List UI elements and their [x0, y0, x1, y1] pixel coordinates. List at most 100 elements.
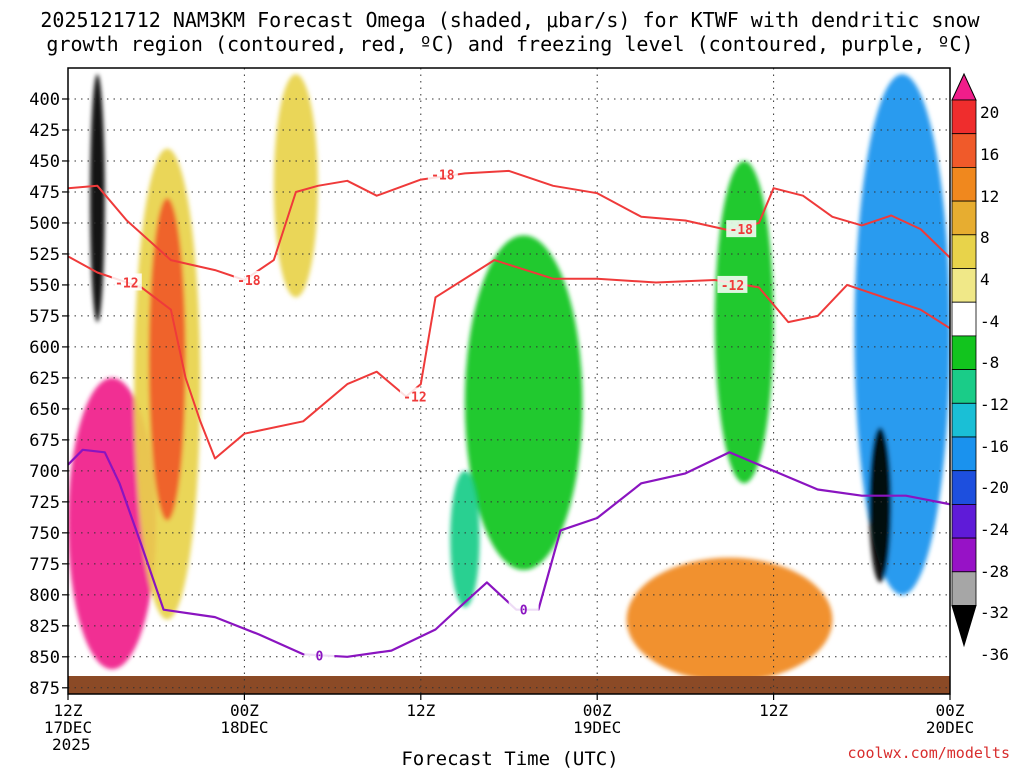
colorbar-band-12	[951, 470, 977, 505]
x-axis-title: Forecast Time (UTC)	[401, 748, 618, 768]
freezing-label-b-bg	[508, 600, 539, 618]
x-tick-label-36-line1: 00Z	[583, 701, 612, 720]
omega-region-rising-19dec-green	[714, 160, 774, 484]
colorbar-label-12: -32	[980, 603, 1009, 622]
colorbar-band-10	[951, 402, 977, 438]
colorbar-band-5	[951, 234, 977, 269]
colorbar-label-9: -20	[980, 478, 1009, 497]
x-tick-label-36-line2: 19DEC	[573, 718, 621, 737]
grid-lines	[67, 68, 951, 694]
colorbar-band-9	[951, 369, 977, 404]
colorbar-label-8: -16	[980, 437, 1009, 456]
y-tick-label-450: 450	[29, 152, 60, 172]
omega-region-sinking-17dec-orange	[148, 198, 186, 521]
x-tick-label-48-line1: 12Z	[759, 701, 788, 720]
colorbar-label-13: -36	[980, 645, 1009, 664]
colorbar-band-1	[951, 99, 977, 135]
x-tick-label-60-line1: 00Z	[936, 701, 965, 720]
y-tick-label-800: 800	[29, 586, 60, 606]
y-tick-label-425: 425	[29, 121, 60, 141]
colorbar-label-10: -24	[980, 520, 1009, 539]
colorbar-label-7: -12	[980, 395, 1009, 414]
dgz-label-minus18-b: -18	[730, 223, 754, 238]
y-tick-label-850: 850	[29, 648, 60, 668]
colorbar-band-7	[951, 301, 977, 337]
y-tick-label-775: 775	[29, 555, 60, 575]
colorbar-band-6	[951, 268, 977, 303]
y-tick-label-875: 875	[29, 679, 60, 699]
y-tick-label-825: 825	[29, 617, 60, 637]
y-tick-label-600: 600	[29, 338, 60, 358]
x-tick-label-12-line2: 18DEC	[220, 718, 268, 737]
credit-text: coolwx.com/modelts	[847, 744, 1010, 762]
omega-region-rising-early-core	[90, 74, 105, 323]
y-tick-label-550: 550	[29, 276, 60, 296]
colorbar-top-arrow	[951, 72, 977, 101]
dgz-label-minus18-b-bg	[726, 220, 757, 238]
y-tick-label-650: 650	[29, 400, 60, 420]
x-tick-label-60-line2: 20DEC	[926, 718, 974, 737]
y-tick-label-675: 675	[29, 431, 60, 451]
colorbar-band-3	[951, 166, 977, 202]
dgz-label-minus18-a: -18	[431, 169, 455, 184]
dgz-label-minus12-a: -12	[115, 276, 138, 291]
omega-region-rising-late-core	[869, 427, 892, 583]
x-tick-label-0-line1: 12Z	[54, 701, 83, 720]
colorbar-bottom-arrow	[951, 605, 977, 648]
colorbar-label-0: 20	[980, 103, 999, 122]
colorbar-label-5: -4	[980, 312, 999, 331]
freezing-label-b: 0	[520, 604, 528, 619]
dgz-label-minus12-a-bg	[111, 273, 142, 291]
title-line-2: growth region (contoured, red, ºC) and f…	[46, 32, 973, 56]
colorbar-band-14	[951, 537, 977, 573]
colorbar-label-1: 16	[980, 145, 999, 164]
dgz-label-minus12-c-bg	[717, 275, 748, 293]
omega-region-sinking-18dec-yellow	[273, 74, 318, 298]
terrain-band	[68, 676, 950, 694]
y-tick-label-625: 625	[29, 369, 60, 389]
freezing-level-contour-0	[68, 448, 950, 658]
freezing-label-a-bg	[304, 646, 335, 664]
dgz-label-minus12-b: -12	[403, 390, 426, 405]
dgz-label-minus18-c-bg	[233, 270, 264, 288]
colorbar: 20 16 12 8 4 -4 -8 -12 -16 -20 -24 -28 -32 -36	[951, 72, 1009, 664]
plot-frame	[67, 67, 951, 695]
dgz-contour-minus18	[68, 169, 950, 281]
contour-layer: -18 -18 -18 -12 -12 -12 0 0	[68, 165, 950, 665]
y-tick-label-575: 575	[29, 307, 60, 327]
omega-region-rising-18dec-teal	[450, 470, 480, 608]
colorbar-label-6: -8	[980, 353, 999, 372]
y-tick-label-400: 400	[29, 90, 60, 110]
dgz-label-minus12-c: -12	[721, 279, 744, 294]
y-tick-label-750: 750	[29, 524, 60, 544]
dgz-label-minus18-c: -18	[237, 274, 261, 289]
colorbar-label-11: -28	[980, 562, 1009, 581]
colorbar-band-11	[951, 436, 977, 472]
colorbar-band-8	[951, 335, 977, 370]
colorbar-label-2: 12	[980, 187, 999, 206]
plot-area: -18 -18 -18 -12 -12 -12 0 0	[67, 67, 951, 695]
dgz-contour-minus12	[68, 255, 950, 460]
y-tick-label-725: 725	[29, 493, 60, 513]
dgz-label-minus18-a-bg	[427, 165, 458, 183]
y-axis: 400 425 450 475 500 525 550 575 600 625 650 675 700 7…	[29, 90, 68, 699]
x-tick-label-0-line3: 2025	[52, 735, 91, 754]
freezing-label-a: 0	[315, 650, 323, 665]
colorbar-band-13	[951, 503, 977, 539]
omega-region-rising-late-blue	[854, 74, 950, 595]
omega-region-rising-18dec-green	[464, 235, 583, 571]
dgz-label-minus12-b-bg	[399, 387, 430, 405]
y-tick-label-500: 500	[29, 214, 60, 234]
colorbar-label-4: 4	[980, 270, 990, 289]
colorbar-label-3: 8	[980, 228, 990, 247]
y-tick-label-700: 700	[29, 462, 60, 482]
omega-shading-layer	[68, 74, 950, 682]
omega-region-sinking-19dec-orange	[626, 557, 833, 682]
colorbar-band-2	[951, 133, 977, 168]
x-tick-label-12-line1: 00Z	[230, 701, 259, 720]
x-tick-label-24-line1: 12Z	[406, 701, 435, 720]
y-tick-label-525: 525	[29, 245, 60, 265]
x-tick-label-0-line2: 17DEC	[44, 718, 92, 737]
